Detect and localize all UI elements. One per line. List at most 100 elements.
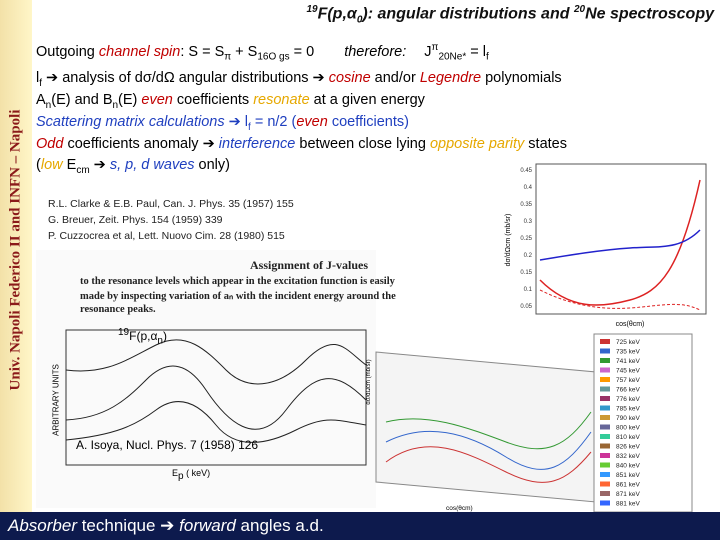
t: E [172, 468, 179, 478]
legend-swatch [600, 500, 610, 506]
t: Scattering matrix calculations [36, 114, 225, 130]
t: even [296, 114, 328, 130]
t: only) [194, 157, 230, 173]
t: polynomials [481, 70, 562, 86]
t: 20 [573, 4, 586, 15]
side-text: Univ. Napoli Federico II and INFN – Napo… [7, 109, 24, 391]
t: Absorber [8, 516, 77, 535]
t: coefficients [172, 92, 254, 108]
legend-swatch [600, 462, 610, 468]
legend-label: 776 keV [616, 396, 641, 403]
legend-swatch [600, 424, 610, 430]
axis-label: cos(θcm) [446, 505, 473, 512]
title: 19F(p,α0): angular distributions and 20N… [306, 4, 714, 26]
curve [385, 446, 592, 483]
y-tick-label: 0.15 [520, 270, 532, 276]
axis-label: cos(θcm) [616, 321, 645, 328]
line: Scattering matrix calculations ➔ lf = n/… [36, 114, 409, 133]
y-tick-label: 0.45 [520, 168, 532, 174]
legend-swatch [600, 377, 610, 382]
curve [539, 289, 701, 311]
surface-plot: 725 keV 735 keV 741 keV 745 keV 757 keV 766 k… [366, 333, 693, 512]
legend-label: 800 keV [616, 425, 641, 432]
curve [539, 179, 701, 306]
t: Outgoing [36, 43, 99, 60]
t: : S = S [180, 43, 225, 60]
t: 0 [356, 14, 363, 26]
curve [385, 430, 592, 470]
curve [65, 365, 367, 430]
t: n [157, 335, 163, 347]
line: An(E) and Bn(E) even coefficients resona… [36, 92, 425, 111]
legend-swatch [600, 443, 610, 449]
t: ➔ l [224, 114, 249, 130]
t: 19 [118, 327, 130, 338]
t: J [424, 43, 432, 60]
curve [385, 411, 592, 450]
legend-label: 826 keV [616, 444, 641, 451]
plot-frame [65, 329, 367, 466]
legend-label: 741 keV [616, 358, 641, 365]
legend-swatch [600, 472, 610, 477]
t: = n/2 ( [250, 114, 297, 130]
t: n [45, 99, 52, 111]
legend-label: 871 keV [616, 491, 641, 498]
legend-swatch [600, 386, 610, 392]
legend-swatch [600, 405, 610, 411]
legend-label: 861 keV [616, 482, 641, 489]
t: resonate [253, 92, 310, 108]
legend-label: 832 keV [616, 453, 641, 460]
line: Outgoing channel spin: S = Sπ + S16O gs … [36, 42, 489, 63]
axis-label: dσ/dΩcm (mb/sr) [505, 214, 512, 267]
t: 19 [306, 4, 318, 15]
t: Odd [36, 136, 64, 152]
t: therefore: [344, 43, 407, 60]
plot-frame [535, 163, 707, 315]
t: F(p,α [129, 329, 158, 343]
t: ) [162, 329, 167, 343]
t: waves [149, 157, 195, 173]
t: l [36, 70, 40, 86]
axis-label: dσ/dΩcm (mb/sr) [366, 359, 372, 404]
legend-label: 790 keV [616, 415, 641, 422]
t: = l [466, 43, 486, 60]
scan-text: made by inspecting variation of aₙ with … [80, 291, 396, 302]
axis-label: ARBITRARY UNITS [51, 364, 61, 436]
legend-label: 757 keV [616, 377, 641, 384]
line: (low Ecm ➔ s, p, d waves only) [36, 157, 230, 176]
legend-label: 881 keV [616, 501, 641, 508]
t: π [224, 51, 232, 63]
legend-frame [593, 333, 693, 512]
t: low [40, 157, 63, 173]
t: p [178, 470, 184, 482]
reaction: 19F(p,αn) [118, 327, 167, 346]
t: between close lying [295, 136, 430, 152]
scan-text: Assignment of J-values [250, 258, 369, 272]
t: (E) [118, 92, 142, 108]
t: even [141, 92, 173, 108]
t: and/or [370, 70, 420, 86]
t: ( [36, 157, 41, 173]
t: + S [231, 43, 258, 60]
t: F(p,α [317, 5, 357, 23]
t: E [62, 157, 77, 173]
legend-swatch [600, 453, 610, 458]
curve [539, 229, 701, 261]
t: π [431, 42, 439, 53]
t: f [248, 121, 251, 133]
citation: A. Isoya, Nucl. Phys. 7 (1958) 126 [76, 438, 259, 452]
legend-label: 840 keV [616, 463, 641, 470]
legend-swatch [600, 396, 610, 401]
legend-swatch [600, 491, 610, 496]
t: angles a.d. [235, 516, 324, 535]
t: s, p, d [109, 157, 150, 173]
reference: G. Breuer, Zeit. Phys. 154 (1959) 339 [48, 214, 223, 226]
footer: Absorber technique ➔ forward angles a.d. [0, 512, 720, 540]
legend-label: 785 keV [616, 406, 641, 413]
t: (E) and B [51, 92, 113, 108]
t: ➔ [89, 157, 110, 173]
t: n [112, 99, 119, 111]
plot-frame [375, 351, 597, 503]
legend-label: 725 keV [616, 339, 641, 346]
